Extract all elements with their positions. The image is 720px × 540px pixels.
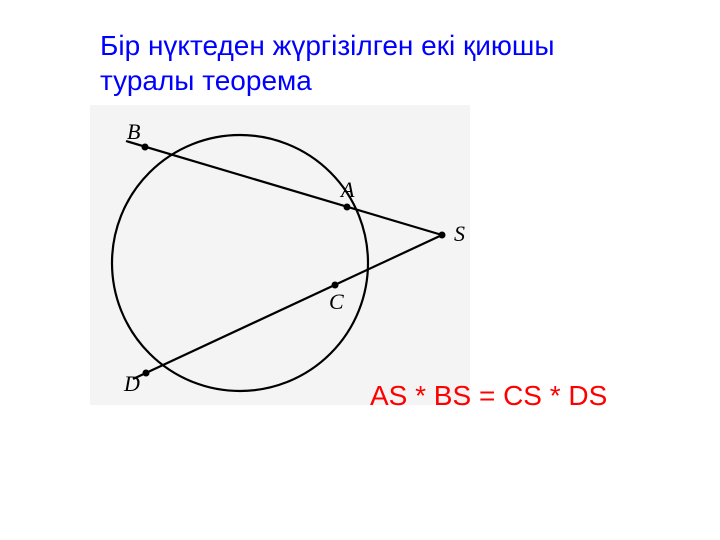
label-D: D (123, 371, 140, 396)
point-D (143, 370, 150, 377)
secant-BS (126, 141, 442, 235)
secant-DS (133, 235, 442, 379)
power-of-point-formula: AS * BS = CS * DS (370, 380, 607, 412)
title-line-2: туралы теорема (100, 65, 312, 96)
point-S (439, 232, 446, 239)
circle (112, 135, 368, 391)
point-C (332, 282, 339, 289)
label-B: B (127, 119, 140, 144)
point-B (142, 144, 149, 151)
label-S: S (454, 221, 465, 246)
title-line-1: Бір нүктеден жүргізілген екі қиюшы (100, 30, 554, 61)
label-C: C (329, 289, 344, 314)
diagram-svg: B A S C D (90, 105, 470, 405)
label-A: A (339, 177, 355, 202)
secant-diagram: B A S C D (90, 105, 470, 405)
theorem-title: Бір нүктеден жүргізілген екі қиюшы турал… (100, 28, 600, 98)
point-A (344, 204, 351, 211)
